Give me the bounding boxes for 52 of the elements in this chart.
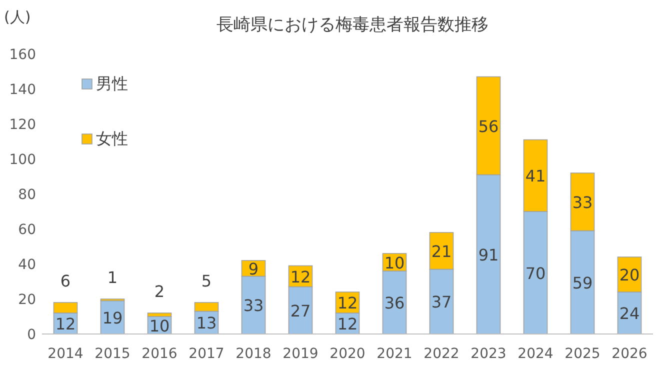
data-label: 56 [478, 116, 499, 136]
data-label: 6 [60, 272, 71, 290]
x-tick-label: 2020 [330, 346, 366, 362]
legend-label: 男性 [96, 74, 128, 93]
x-tick-label: 2017 [188, 346, 224, 362]
y-tick-label: 160 [9, 47, 36, 63]
x-tick-label: 2022 [424, 346, 460, 362]
data-label: 5 [201, 272, 212, 290]
y-tick-label: 100 [9, 152, 36, 168]
x-tick-label: 2026 [612, 346, 648, 362]
data-label: 33 [243, 296, 264, 316]
y-tick-label: 80 [18, 187, 36, 203]
x-tick-label: 2025 [564, 346, 600, 362]
data-label: 13 [196, 314, 217, 333]
x-tick-label: 2016 [142, 346, 178, 362]
data-label: 24 [619, 304, 640, 323]
data-label: 37 [431, 292, 452, 312]
y-tick-label: 0 [27, 327, 36, 343]
y-tick-label: 120 [9, 117, 36, 133]
x-tick-label: 2021 [376, 346, 412, 362]
y-tick-label: 20 [18, 292, 36, 308]
x-tick-label: 2023 [470, 346, 506, 362]
data-label: 10 [384, 253, 405, 272]
data-label: 12 [337, 294, 358, 312]
data-label: 33 [572, 192, 593, 212]
legend-label: 女性 [96, 129, 128, 148]
y-axis-title: (人) [4, 8, 31, 26]
x-tick-label: 2014 [48, 346, 84, 362]
data-label: 36 [384, 294, 405, 312]
data-label: 1 [107, 268, 118, 287]
data-label: 2 [154, 282, 165, 301]
data-label: 12 [290, 267, 311, 286]
y-tick-label: 40 [18, 257, 36, 273]
data-label: 19 [102, 308, 123, 328]
x-tick-label: 2019 [282, 346, 318, 362]
data-label: 41 [525, 166, 546, 186]
data-label: 59 [572, 273, 593, 292]
data-label: 12 [337, 314, 358, 334]
data-label: 9 [248, 259, 259, 278]
x-tick-label: 2015 [94, 346, 130, 362]
data-label: 91 [478, 245, 499, 264]
x-tick-label: 2024 [518, 346, 554, 362]
data-label: 10 [149, 316, 170, 336]
data-label: 27 [290, 301, 311, 320]
data-label: 12 [55, 314, 76, 334]
data-label: 21 [431, 242, 452, 261]
y-tick-label: 60 [18, 222, 36, 238]
chart-title: 長崎県における梅毒患者報告数推移 [216, 15, 488, 35]
data-label: 20 [619, 266, 640, 284]
y-tick-label: 140 [9, 82, 36, 98]
x-tick-label: 2018 [236, 346, 272, 362]
data-label: 70 [525, 264, 546, 283]
